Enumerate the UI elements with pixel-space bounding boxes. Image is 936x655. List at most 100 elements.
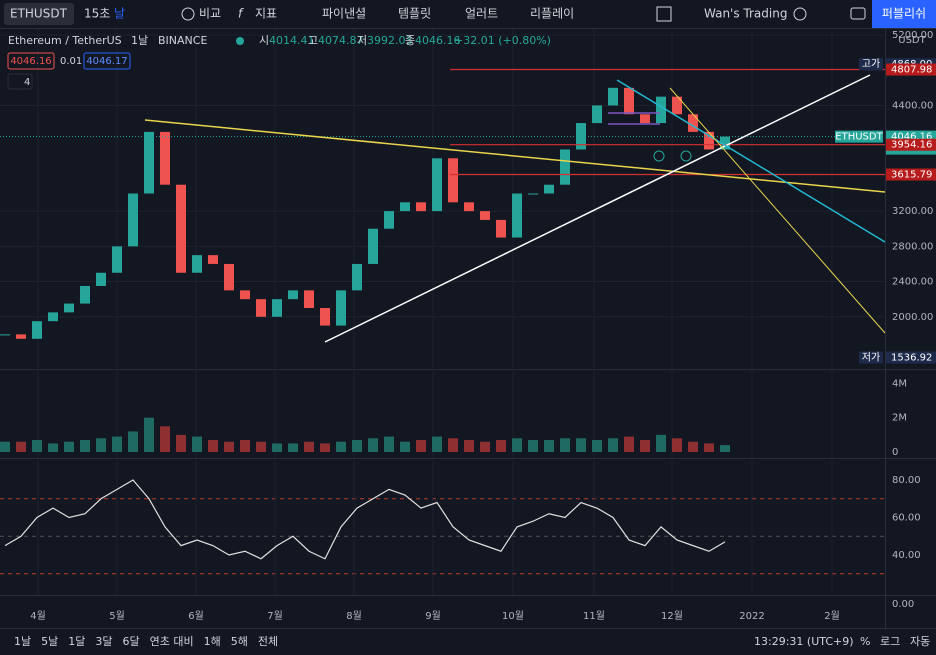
volume-bar	[448, 438, 458, 452]
volume-bar	[272, 443, 282, 452]
candle	[624, 87, 634, 115]
volume-bar	[160, 426, 170, 452]
range-button[interactable]: 5해	[231, 634, 248, 648]
volume-bar	[256, 441, 266, 452]
trendline	[324, 74, 871, 343]
symbol-box[interactable]	[4, 3, 74, 25]
candle	[384, 211, 394, 229]
volume-bar	[528, 440, 538, 452]
range-button[interactable]: 3달	[95, 635, 112, 648]
compare[interactable]: 비교	[199, 7, 221, 21]
volume-bar	[688, 441, 698, 452]
low: 3992.03	[367, 34, 413, 47]
interval-day[interactable]: 날	[114, 7, 125, 21]
volume-bar	[48, 443, 58, 452]
financials[interactable]: 파이낸셜	[322, 7, 366, 21]
range-button[interactable]: 6달	[123, 635, 140, 648]
symbol[interactable]: ETHUSDT	[10, 7, 68, 21]
log-toggle[interactable]: 로그	[880, 635, 900, 648]
volume-bar	[416, 440, 426, 452]
price-tag	[886, 63, 936, 76]
close: 4046.16	[415, 34, 461, 47]
rsi-line	[4, 479, 726, 560]
replay[interactable]: 리플레이	[530, 7, 574, 21]
close-label: 종	[405, 34, 415, 47]
time-tick-label: 8월	[346, 610, 362, 622]
bid: 4046.16	[10, 56, 51, 67]
candle	[480, 211, 490, 220]
price-unit: USDT	[898, 35, 926, 46]
volume-bar	[464, 440, 474, 452]
auto-toggle[interactable]: 자동	[910, 635, 930, 648]
volume-bar	[656, 434, 666, 452]
time-tick-label: 6월	[188, 610, 204, 622]
collapsed-count[interactable]: 4	[24, 77, 30, 88]
layout-name[interactable]: Wan's Trading	[704, 7, 787, 21]
price-tick-label: 2000.00	[892, 312, 933, 323]
percent-toggle[interactable]: %	[860, 635, 870, 648]
volume-tick-label: 2M	[892, 413, 907, 424]
candle	[368, 228, 378, 264]
templates[interactable]: 템플릿	[398, 7, 431, 21]
candle	[32, 321, 42, 339]
candle	[688, 114, 698, 132]
candle	[240, 290, 250, 300]
candle	[720, 136, 730, 150]
volume-bar	[192, 436, 202, 452]
volume-bar	[320, 443, 330, 452]
publish[interactable]: 퍼블리쉬	[882, 7, 926, 21]
time-tick-label: 9월	[425, 610, 441, 622]
collapse-box[interactable]	[7, 73, 33, 90]
time-tick-label: 10월	[502, 610, 524, 622]
indicators[interactable]: 지표	[255, 7, 277, 21]
volume-bar	[288, 443, 298, 452]
candle	[160, 131, 170, 185]
interval-seconds[interactable]: 15초	[84, 7, 110, 21]
snapshot-icon[interactable]	[850, 7, 866, 20]
range-button[interactable]: 1날	[14, 635, 31, 648]
range-button[interactable]: 연초 대비	[150, 635, 194, 648]
candle	[304, 290, 314, 308]
range-button[interactable]: 5날	[41, 635, 58, 648]
status-dot	[236, 37, 244, 45]
volume-bar	[576, 438, 586, 452]
volume-bar	[352, 440, 362, 452]
candle	[336, 290, 346, 326]
range-button[interactable]: 1해	[204, 634, 221, 648]
candle	[176, 184, 186, 273]
candle	[656, 96, 666, 124]
time-tick-label: 12월	[661, 610, 683, 622]
publish-button[interactable]	[872, 0, 936, 28]
layout-icon[interactable]	[656, 6, 672, 22]
time-tick-label: 2022	[739, 611, 764, 622]
volume-bar	[112, 436, 122, 452]
price-tag	[886, 351, 936, 364]
volume-bar	[672, 438, 682, 452]
price-tick-label: 2400.00	[892, 277, 933, 288]
alerts[interactable]: 얼러트	[465, 7, 498, 21]
volume-bar	[560, 438, 570, 452]
settings-icon[interactable]	[793, 7, 807, 21]
range-button[interactable]: 1달	[68, 635, 85, 648]
volume-bar	[640, 440, 650, 452]
drawings	[144, 74, 886, 343]
candle	[288, 290, 298, 300]
range-button[interactable]: 전체	[258, 635, 278, 648]
price-tag-label: 4807.98	[891, 65, 932, 76]
open-label: 시	[259, 34, 269, 47]
bottom-bar: 13:29:31 (UTC+9) % 로그 자동 1날 5날 1달 3달 6달 연초 대비…	[14, 634, 930, 648]
volume-bar	[0, 441, 10, 452]
candle	[432, 158, 442, 212]
candle	[320, 307, 330, 326]
candle	[608, 87, 618, 106]
rsi-tick-label: 0.00	[892, 599, 914, 610]
volume-bar	[240, 440, 250, 452]
bid-box	[7, 52, 55, 70]
price-tag	[886, 168, 936, 181]
candle	[144, 131, 154, 194]
candle	[544, 184, 554, 194]
marker	[653, 150, 665, 162]
volume-bar	[384, 436, 394, 452]
candle	[128, 193, 138, 247]
volume-bar	[208, 440, 218, 452]
